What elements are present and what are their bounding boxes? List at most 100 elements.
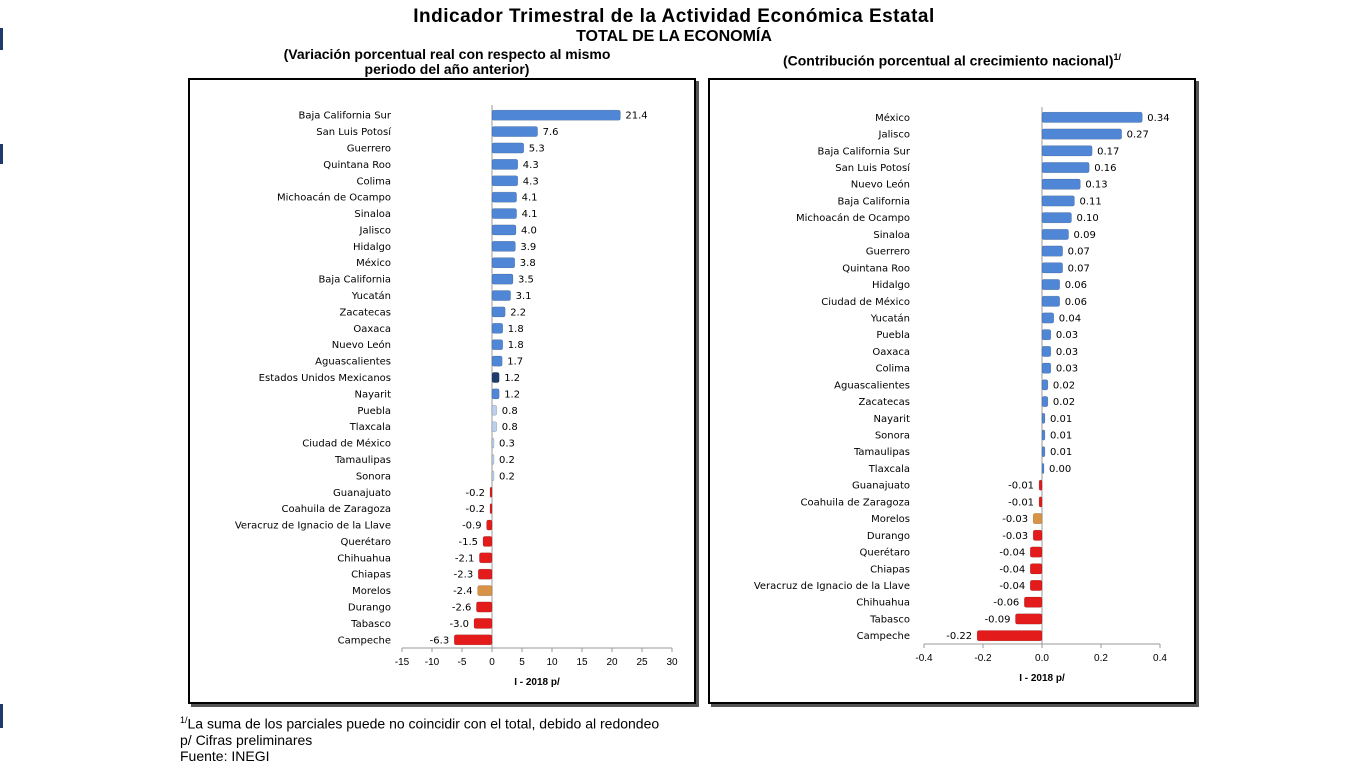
left-value-label: -3.0 — [449, 619, 469, 630]
left-value-label: 4.0 — [521, 225, 537, 236]
left-value-label: -2.1 — [455, 553, 475, 564]
left-bar-chihuahua — [479, 552, 493, 564]
right-x-tick-label: 0.0 — [1035, 653, 1049, 664]
left-value-label: 3.9 — [520, 242, 536, 253]
left-category-label: San Luis Potosí — [316, 126, 392, 138]
left-bar-aguascalientes — [491, 355, 503, 367]
left-value-label: 4.1 — [522, 193, 538, 204]
left-category-label: Michoacán de Ocampo — [277, 192, 391, 204]
right-value-label: -0.04 — [999, 581, 1025, 592]
right-category-label: Durango — [867, 531, 910, 542]
right-bar-colima — [1041, 362, 1052, 374]
right-category-label: Nuevo León — [851, 179, 910, 191]
left-category-label: Nayarit — [355, 389, 392, 400]
left-value-label: 5.3 — [529, 143, 545, 154]
left-category-label: Tabasco — [350, 619, 391, 630]
right-category-label: Puebla — [876, 330, 910, 341]
right-category-label: Tamaulipas — [853, 447, 910, 458]
right-category-label: Chiapas — [870, 564, 910, 575]
left-category-label: Zacatecas — [339, 307, 391, 318]
left-value-label: 1.2 — [504, 373, 520, 384]
left-category-label: Baja California Sur — [298, 111, 391, 122]
left-category-label: Chihuahua — [337, 553, 391, 564]
right-value-label: 0.11 — [1079, 196, 1101, 207]
right-category-label: Guerrero — [866, 247, 910, 258]
left-category-label: Jalisco — [359, 225, 391, 236]
left-bar-jalisco — [491, 224, 517, 236]
right-value-label: -0.06 — [993, 598, 1019, 609]
left-bar-sinaloa — [491, 208, 517, 219]
right-bar-nayarit — [1041, 412, 1046, 424]
left-category-label: Quintana Roo — [323, 160, 391, 171]
left-value-label: 21.4 — [625, 111, 647, 122]
left-value-label: 0.2 — [499, 455, 515, 466]
right-bar-veracruz-de-ignacio-de-la-llave — [1029, 580, 1043, 591]
left-bar-sonora — [491, 470, 495, 482]
right-category-label: Sinaloa — [873, 230, 910, 241]
left-value-label: -0.2 — [465, 504, 485, 515]
footnote-preliminary: p/ Cifras preliminares — [180, 731, 313, 748]
left-value-label: 2.2 — [510, 307, 526, 318]
left-value-label: 0.8 — [502, 422, 518, 433]
left-bar-queretaro — [482, 536, 493, 547]
left-value-label: 4.3 — [523, 176, 539, 187]
left-bar-nuevo-leon — [491, 339, 504, 351]
edge-mark-bottom — [0, 704, 3, 728]
right-value-label: 0.02 — [1053, 397, 1075, 408]
right-value-label: -0.01 — [1008, 481, 1034, 492]
left-value-label: 4.3 — [523, 160, 539, 171]
right-category-label: Chihuahua — [856, 598, 910, 609]
right-bar-aguascalientes — [1041, 379, 1049, 391]
right-category-label: Morelos — [871, 514, 910, 525]
left-x-tick-label: 0 — [489, 657, 495, 668]
right-value-label: 0.01 — [1050, 431, 1072, 442]
left-chart-subtitle: (Variación porcentual real con respecto … — [212, 47, 682, 77]
left-x-tick-label: 15 — [576, 657, 588, 668]
right-x-tick-label: 0.2 — [1094, 653, 1108, 664]
left-category-label: Colima — [356, 176, 391, 187]
left-category-label: Yucatán — [351, 290, 391, 302]
right-bar-san-luis-potosi — [1041, 162, 1090, 173]
right-bar-baja-california — [1041, 195, 1075, 207]
right-category-label: Ciudad de México — [821, 296, 910, 308]
left-bar-zacatecas — [491, 306, 506, 318]
left-bar-mexico — [491, 257, 516, 269]
right-bar-chihuahua — [1024, 596, 1043, 608]
right-bar-baja-california-sur — [1041, 145, 1093, 157]
left-bar-quintana-roo — [491, 159, 519, 170]
left-value-label: 1.8 — [508, 340, 524, 351]
left-value-label: -2.3 — [454, 570, 474, 581]
right-bar-jalisco — [1041, 128, 1122, 140]
page-subtitle: TOTAL DE LA ECONOMÍA — [576, 28, 772, 45]
right-value-label: 0.34 — [1147, 113, 1169, 124]
left-category-label: Nuevo León — [332, 339, 391, 351]
right-value-label: 0.10 — [1077, 213, 1099, 224]
left-category-label: Hidalgo — [353, 242, 391, 253]
footnotes: 1/La suma de los parciales puede no coin… — [180, 712, 659, 764]
left-bar-coahuila-de-zaragoza — [489, 503, 493, 514]
left-bar-veracruz-de-ignacio-de-la-llave — [486, 519, 493, 531]
left-category-label: Chiapas — [351, 570, 391, 581]
right-category-label: Baja California Sur — [817, 146, 910, 157]
left-value-label: 3.8 — [520, 258, 536, 269]
right-value-label: 0.16 — [1094, 163, 1116, 174]
right-x-tick-label: -0.4 — [915, 653, 933, 664]
right-x-tick-label: -0.2 — [974, 653, 992, 664]
left-x-axis-label: I - 2018 p/ — [514, 677, 560, 688]
left-category-label: Sonora — [356, 471, 391, 482]
left-category-label: Querétaro — [341, 536, 391, 548]
left-bar-san-luis-potosi — [491, 126, 538, 137]
right-category-label: Nayarit — [874, 414, 911, 425]
left-x-tick-label: -10 — [425, 657, 440, 668]
right-bar-coahuila-de-zaragoza — [1038, 496, 1043, 508]
right-value-label: 0.04 — [1059, 313, 1081, 324]
right-value-label: 0.01 — [1050, 447, 1072, 458]
right-subtitle-sup: 1/ — [1113, 52, 1122, 62]
right-bar-sonora — [1041, 429, 1046, 441]
right-value-label: -0.04 — [999, 548, 1025, 559]
right-value-label: 0.03 — [1056, 330, 1078, 341]
right-value-label: 0.13 — [1085, 180, 1107, 191]
right-category-label: México — [875, 112, 910, 124]
left-x-tick-label: 10 — [546, 657, 558, 668]
left-category-label: Oaxaca — [353, 324, 391, 335]
